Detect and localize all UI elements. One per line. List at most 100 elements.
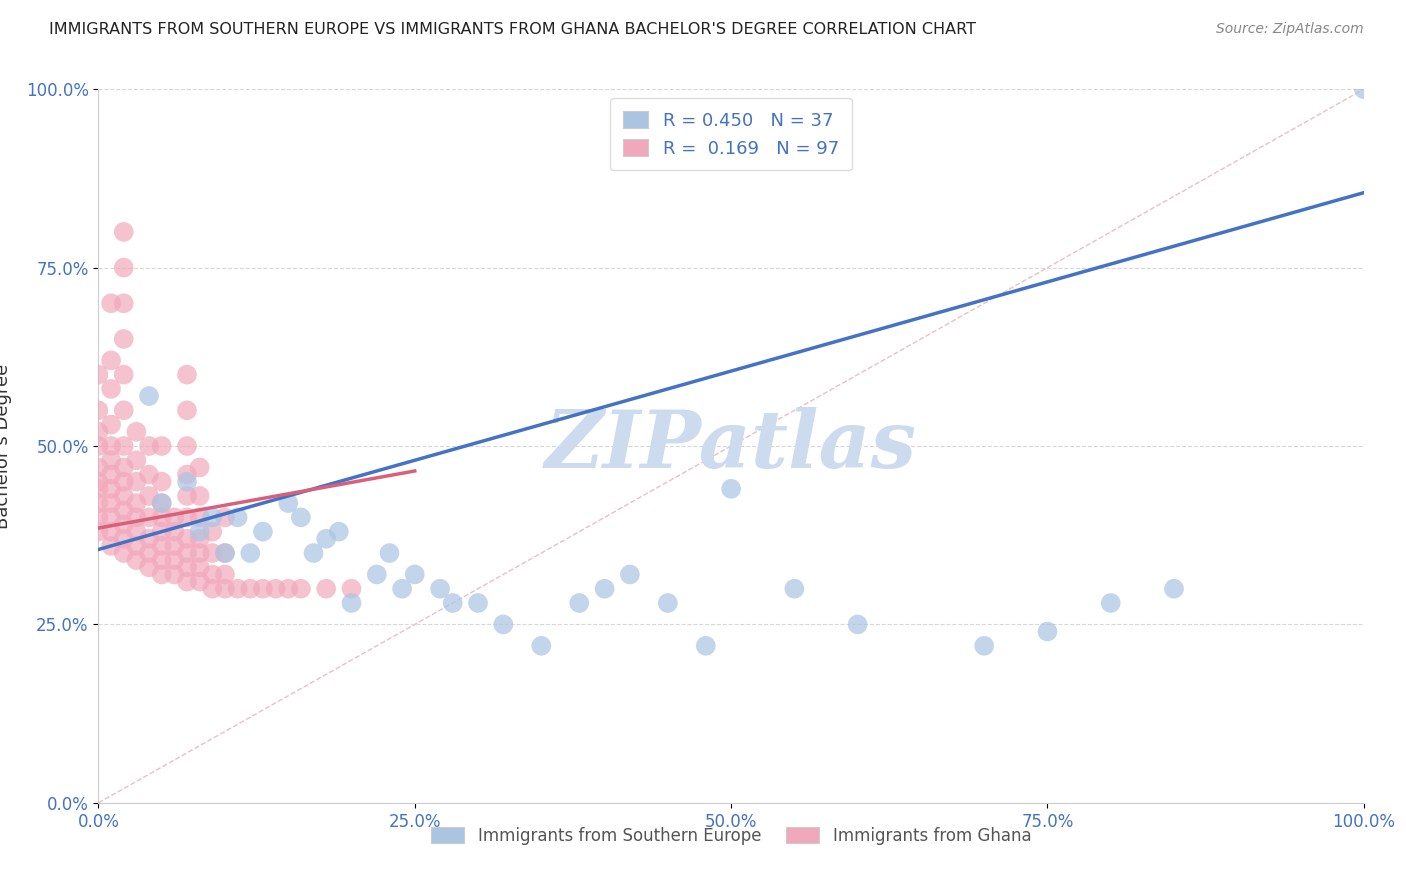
Point <box>366 567 388 582</box>
Point <box>138 439 160 453</box>
Point <box>252 582 274 596</box>
Point <box>176 489 198 503</box>
Point <box>112 460 135 475</box>
Point <box>87 482 110 496</box>
Point <box>619 567 641 582</box>
Point <box>188 460 211 475</box>
Point <box>112 368 135 382</box>
Point <box>214 546 236 560</box>
Point <box>112 489 135 503</box>
Point <box>429 582 451 596</box>
Point <box>176 546 198 560</box>
Point <box>138 389 160 403</box>
Point <box>176 475 198 489</box>
Point <box>176 368 198 382</box>
Point <box>315 532 337 546</box>
Point <box>125 510 148 524</box>
Point <box>593 582 616 596</box>
Point <box>112 503 135 517</box>
Point <box>100 496 122 510</box>
Point <box>100 296 122 310</box>
Point <box>87 475 110 489</box>
Point <box>112 546 135 560</box>
Point <box>277 582 299 596</box>
Point <box>138 510 160 524</box>
Point <box>214 546 236 560</box>
Point <box>441 596 464 610</box>
Point <box>290 510 312 524</box>
Point <box>277 496 299 510</box>
Point <box>87 524 110 539</box>
Point <box>176 560 198 574</box>
Point <box>252 524 274 539</box>
Point <box>340 596 363 610</box>
Point <box>1099 596 1122 610</box>
Point <box>87 460 110 475</box>
Point <box>150 567 173 582</box>
Point <box>214 567 236 582</box>
Point <box>176 467 198 482</box>
Point <box>87 425 110 439</box>
Point <box>100 539 122 553</box>
Point <box>138 489 160 503</box>
Point <box>163 553 186 567</box>
Point <box>100 417 122 432</box>
Point <box>176 510 198 524</box>
Point <box>176 574 198 589</box>
Point <box>125 425 148 439</box>
Point <box>125 539 148 553</box>
Point <box>150 496 173 510</box>
Point <box>226 582 249 596</box>
Point <box>100 524 122 539</box>
Point <box>391 582 413 596</box>
Point <box>720 482 742 496</box>
Point <box>163 524 186 539</box>
Point <box>226 510 249 524</box>
Point <box>87 368 110 382</box>
Point <box>315 582 337 596</box>
Point <box>214 582 236 596</box>
Point <box>138 546 160 560</box>
Point <box>100 510 122 524</box>
Point <box>973 639 995 653</box>
Point <box>846 617 869 632</box>
Point <box>290 582 312 596</box>
Point <box>201 524 224 539</box>
Point <box>138 560 160 574</box>
Point <box>150 496 173 510</box>
Text: ZIPatlas: ZIPatlas <box>546 408 917 484</box>
Point <box>176 439 198 453</box>
Point <box>188 524 211 539</box>
Point <box>112 517 135 532</box>
Point <box>125 524 148 539</box>
Point <box>188 532 211 546</box>
Legend: Immigrants from Southern Europe, Immigrants from Ghana: Immigrants from Southern Europe, Immigra… <box>425 821 1038 852</box>
Text: IMMIGRANTS FROM SOUTHERN EUROPE VS IMMIGRANTS FROM GHANA BACHELOR'S DEGREE CORRE: IMMIGRANTS FROM SOUTHERN EUROPE VS IMMIG… <box>49 22 976 37</box>
Point <box>163 510 186 524</box>
Point <box>112 225 135 239</box>
Point <box>150 524 173 539</box>
Point <box>568 596 591 610</box>
Point <box>138 532 160 546</box>
Point <box>188 574 211 589</box>
Point <box>492 617 515 632</box>
Point <box>150 553 173 567</box>
Point <box>150 510 173 524</box>
Point <box>112 332 135 346</box>
Point <box>112 260 135 275</box>
Point <box>100 382 122 396</box>
Point <box>100 453 122 467</box>
Point <box>87 510 110 524</box>
Point <box>112 439 135 453</box>
Point <box>657 596 679 610</box>
Point <box>125 496 148 510</box>
Point <box>188 510 211 524</box>
Point <box>100 439 122 453</box>
Point <box>112 532 135 546</box>
Point <box>783 582 806 596</box>
Point <box>125 453 148 467</box>
Point <box>214 510 236 524</box>
Point <box>1036 624 1059 639</box>
Y-axis label: Bachelor's Degree: Bachelor's Degree <box>0 363 11 529</box>
Point <box>201 582 224 596</box>
